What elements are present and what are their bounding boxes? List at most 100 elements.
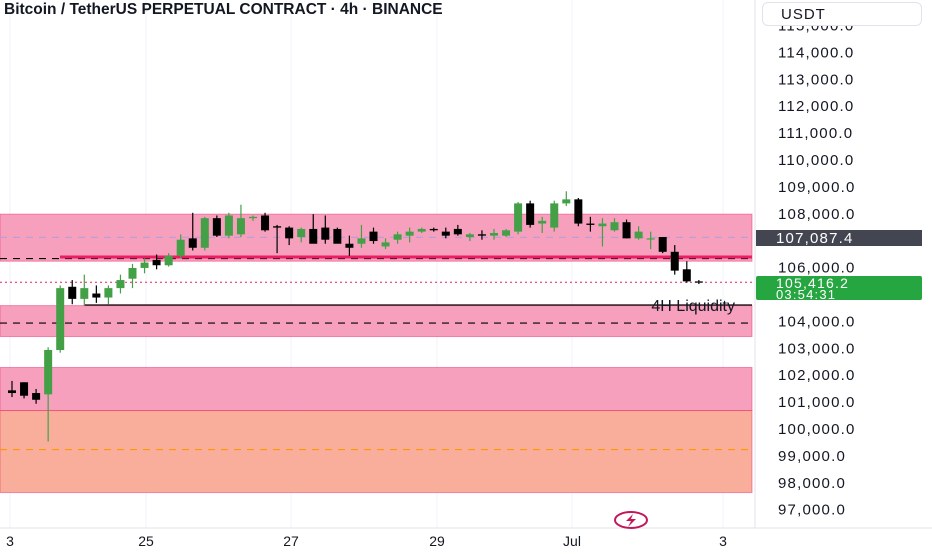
candle-body (188, 238, 197, 248)
candle (285, 226, 294, 246)
zone-1 (0, 305, 753, 338)
candle (333, 227, 342, 244)
candle (514, 202, 523, 235)
candle-body (526, 203, 535, 225)
candle-body (56, 288, 65, 350)
candle (417, 227, 426, 233)
candle (538, 216, 547, 233)
price-tick-label: 112,000.0 (778, 98, 854, 115)
candle-body (273, 226, 282, 228)
price-tick-label: 111,000.0 (778, 125, 853, 142)
liquidity-label: 4H Liquidity (651, 298, 735, 315)
candle (658, 237, 667, 254)
candle (140, 258, 149, 274)
candle-body (646, 238, 655, 240)
time-axis[interactable]: 3 25 27 29 Jul 3 (6, 533, 727, 549)
zone-2 (0, 366, 753, 412)
candle-body (44, 349, 53, 395)
candle-body (586, 223, 595, 225)
candle-body (116, 280, 125, 289)
candle-body (538, 220, 547, 224)
candle-body (20, 382, 29, 396)
candle-body (405, 231, 414, 236)
candle-body (453, 228, 462, 235)
candle (249, 215, 257, 221)
candle (646, 231, 655, 250)
time-tick-label: 3 (6, 533, 14, 549)
candle-body (345, 243, 354, 248)
candle (477, 230, 486, 240)
candle-body (32, 393, 41, 400)
candle-body (610, 222, 619, 231)
candle-body (249, 216, 257, 219)
price-tick-label: 98,000.0 (778, 475, 846, 492)
candle (309, 214, 318, 244)
candle-body (514, 203, 523, 232)
candle-body (80, 288, 89, 299)
currency-selector[interactable]: USDT (762, 2, 922, 26)
candle (321, 215, 330, 244)
candle-body (694, 281, 703, 283)
marker-price-text: 107,087.4 (776, 230, 854, 247)
candle (357, 224, 366, 248)
candle (92, 285, 101, 303)
lightning-icon[interactable] (614, 511, 648, 529)
candle (116, 274, 125, 294)
candle (56, 285, 65, 353)
candle-body (297, 228, 306, 238)
time-tick-label: 25 (138, 533, 154, 549)
candle-body (92, 293, 101, 298)
price-tick-label: 113,000.0 (778, 71, 854, 88)
candle (224, 212, 233, 239)
candle (670, 245, 679, 275)
candle (465, 232, 474, 242)
candle-body (68, 286, 77, 299)
candle-body (164, 255, 173, 266)
candle (598, 218, 607, 247)
candle-body (490, 232, 498, 236)
candle-body (104, 288, 113, 298)
candle-body (393, 234, 402, 240)
candle (562, 191, 571, 207)
price-axis[interactable]: 115,000.0114,000.0113,000.0112,000.0111,… (778, 18, 856, 519)
candle-body (357, 238, 366, 244)
price-tick-label: 109,000.0 (778, 179, 856, 196)
last-price-label: 105,416.2 03:54:31 (756, 275, 922, 302)
candle (68, 280, 77, 305)
candle-body (128, 267, 137, 279)
time-tick-label: 3 (719, 533, 727, 549)
candle (261, 212, 270, 232)
candle (176, 234, 185, 259)
candle (297, 227, 306, 243)
candle (80, 274, 89, 306)
candle-body (200, 218, 209, 248)
candle (345, 235, 354, 256)
candle (20, 382, 29, 399)
candle (152, 254, 161, 270)
candle-body (634, 231, 643, 239)
candle (381, 238, 390, 250)
candle (502, 228, 511, 238)
candle-body (670, 251, 679, 271)
candle-body (429, 228, 438, 231)
candle-body (381, 242, 390, 247)
candle-body (477, 234, 486, 236)
candle-body (574, 199, 583, 224)
price-tick-label: 97,000.0 (778, 502, 846, 519)
candle (490, 228, 498, 240)
candle-body (8, 390, 16, 394)
candle (44, 347, 53, 442)
price-tick-label: 114,000.0 (778, 44, 854, 61)
candle (212, 215, 221, 238)
time-tick-label: Jul (563, 533, 581, 549)
candle-body (562, 199, 571, 204)
candle (104, 285, 113, 305)
candle-body (550, 203, 559, 228)
candle (8, 380, 16, 398)
candle-body (212, 218, 221, 236)
candle-body (598, 223, 607, 227)
last-price-text: 105,416.2 (776, 275, 849, 291)
candle (429, 227, 438, 232)
